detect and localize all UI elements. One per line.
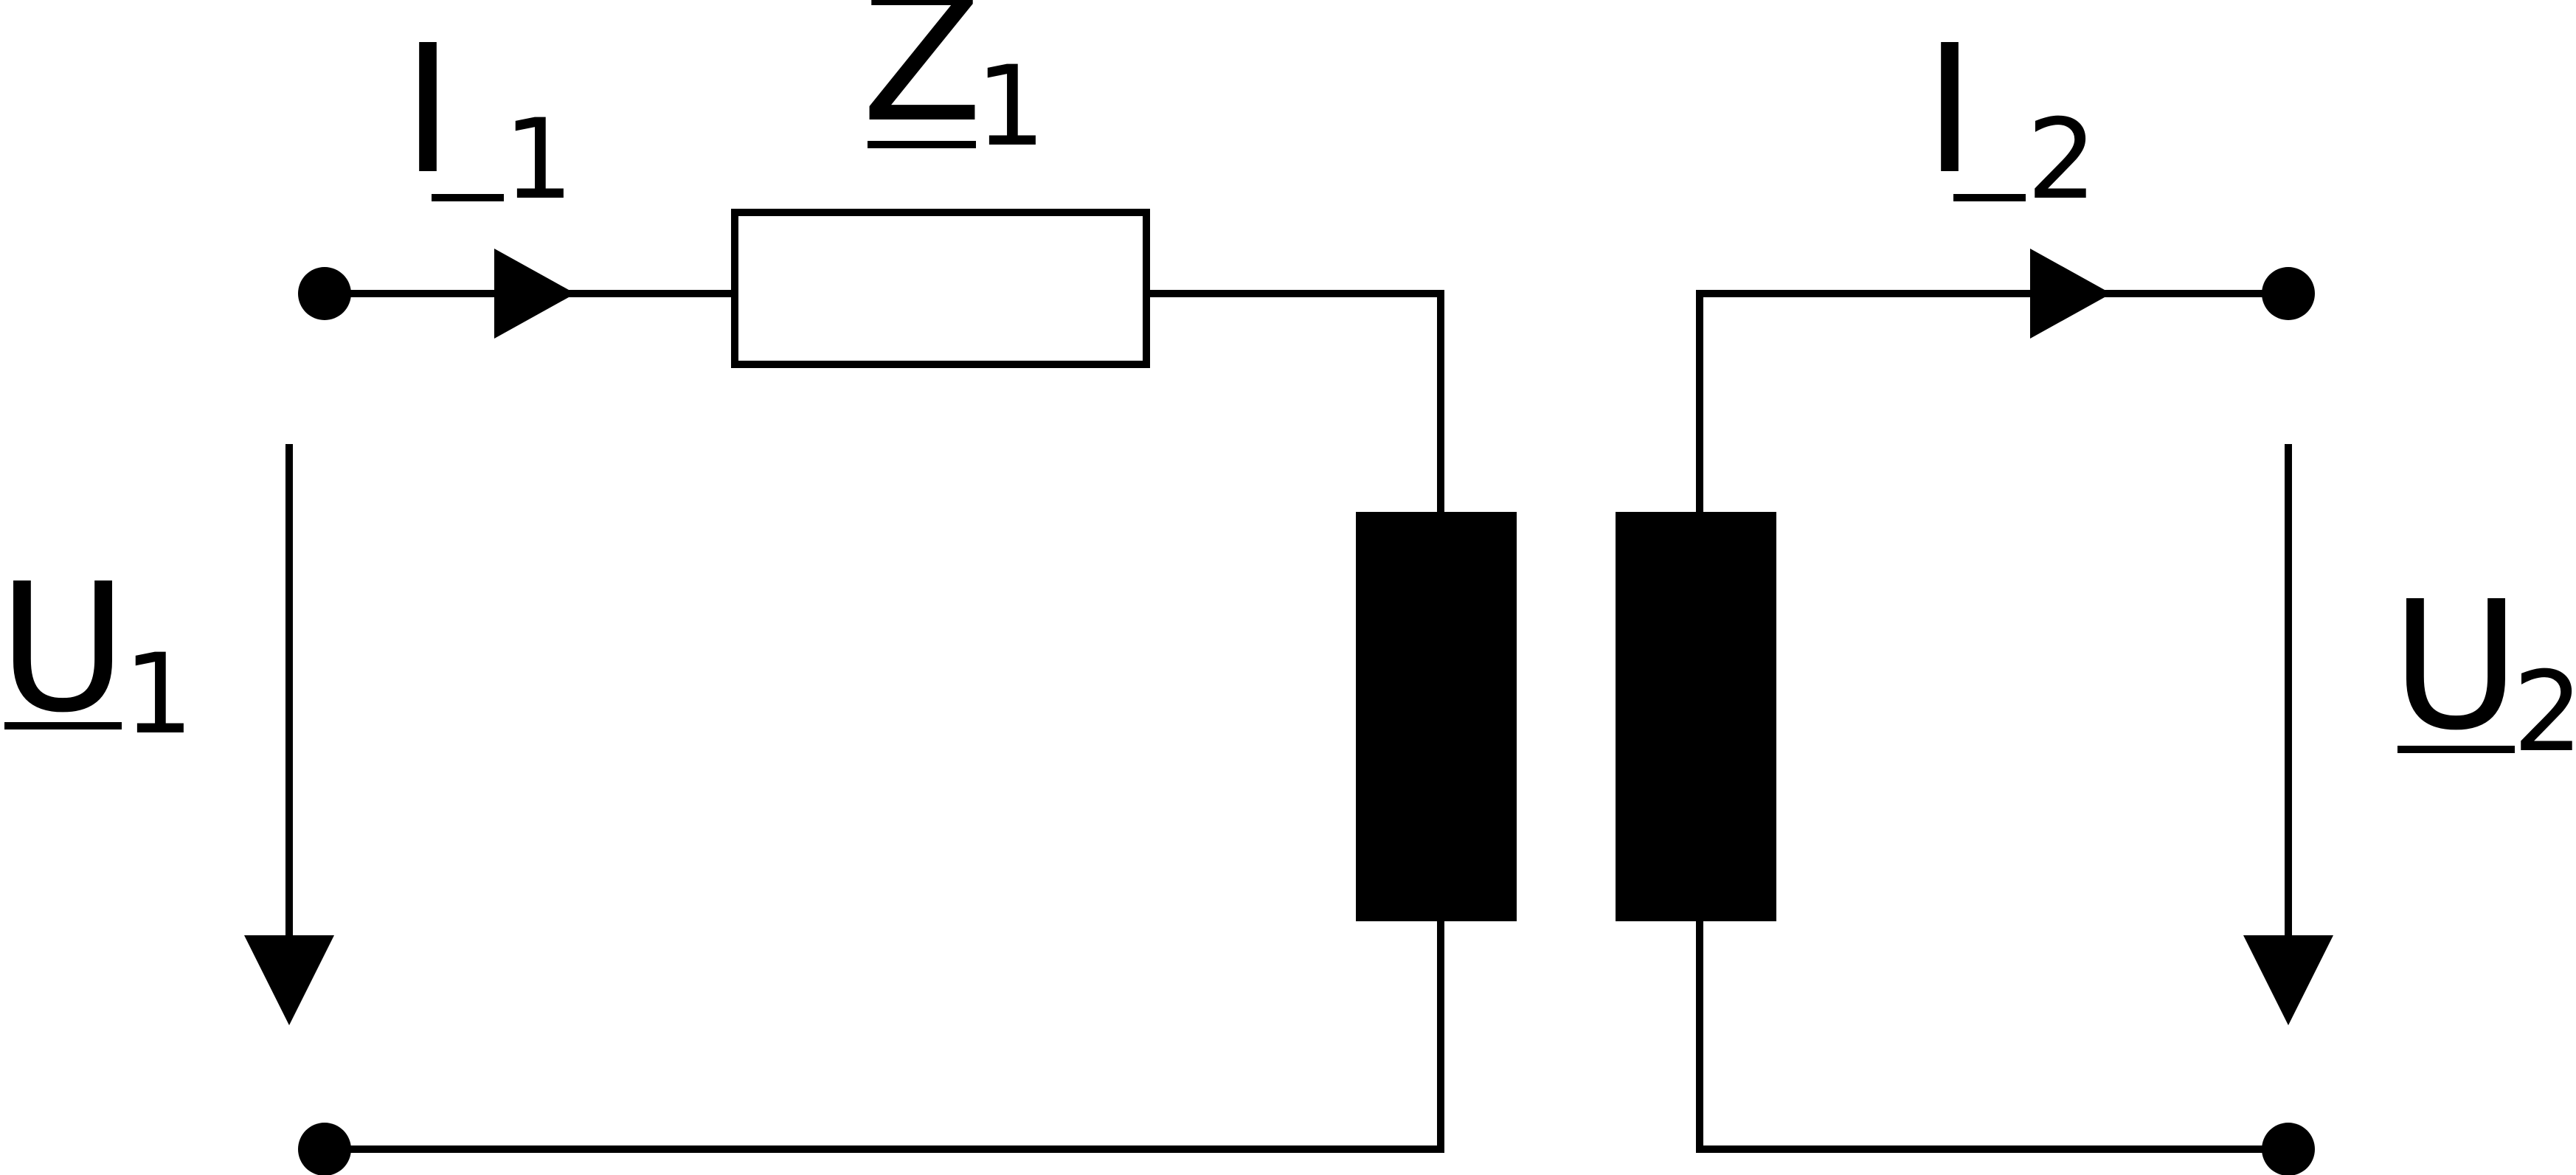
label-u2-symbol: U	[2391, 563, 2521, 769]
label-i1-subscript: 1	[503, 96, 573, 224]
label-z1-symbol: Z	[862, 0, 983, 162]
label-i2-symbol: I	[1924, 7, 1976, 213]
primary-winding	[1356, 512, 1517, 921]
current-arrow-i2	[2030, 249, 2111, 339]
label-voltage-u2: U 2	[2391, 563, 2576, 777]
label-u2-subscript: 2	[2513, 648, 2576, 777]
label-current-i1: I 1	[402, 7, 574, 224]
current-arrow-i1	[494, 249, 575, 339]
wire-z1-to-primary	[1146, 290, 1444, 512]
label-u1-symbol: U	[0, 545, 128, 752]
label-i1-symbol: I	[402, 7, 454, 213]
wire-secondary-bottom	[1696, 921, 2288, 1153]
label-impedance-z1: Z 1	[862, 0, 1046, 171]
voltage-arrow-u1-head	[244, 935, 334, 1025]
label-u1-subscript: 1	[123, 631, 193, 759]
label-z1-subscript: 1	[975, 43, 1045, 171]
impedance-z1-box	[731, 209, 1150, 368]
terminal-input-bottom	[298, 1123, 351, 1175]
terminal-output-bottom	[2262, 1123, 2315, 1175]
label-i2-subscript: 2	[2026, 96, 2097, 224]
label-voltage-u1: U 1	[0, 545, 194, 759]
wire-primary-bottom	[325, 921, 1444, 1153]
secondary-winding	[1616, 512, 1776, 921]
wire-secondary-top	[1696, 290, 2288, 512]
terminal-input-top	[298, 267, 351, 320]
voltage-arrow-u2-head	[2243, 935, 2333, 1025]
terminal-output-top	[2262, 267, 2315, 320]
label-current-i2: I 2	[1924, 7, 2097, 224]
